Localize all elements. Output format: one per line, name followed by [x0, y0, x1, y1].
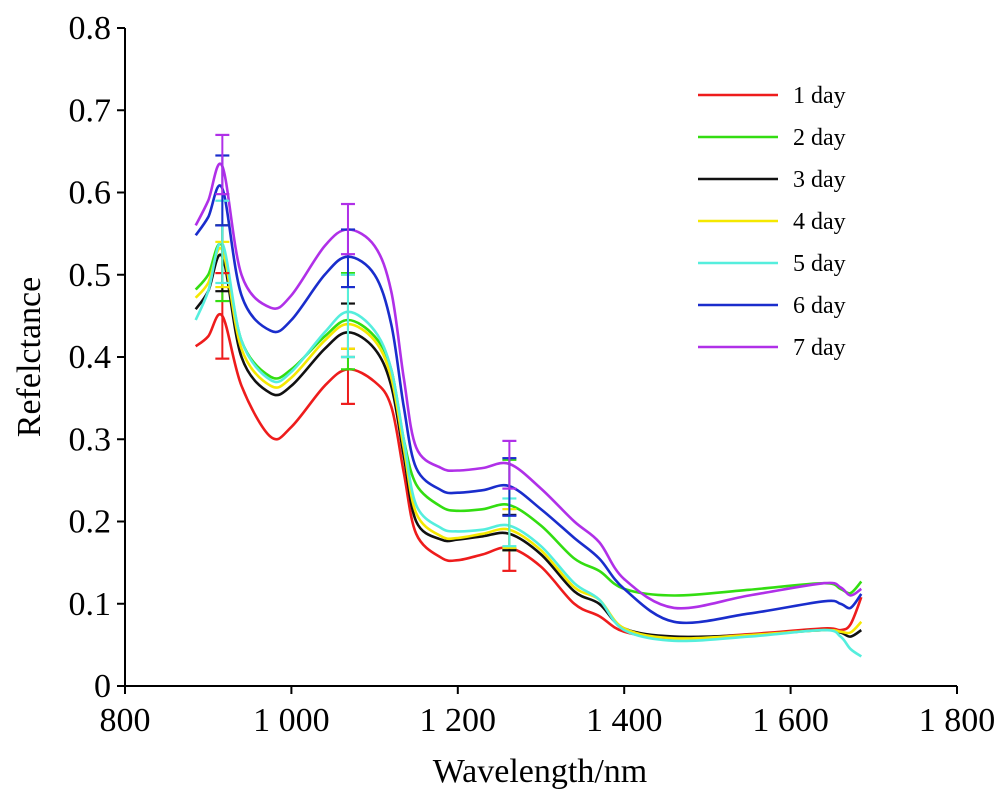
y-tick-label: 0.6: [69, 175, 112, 212]
legend-label: 6 day: [793, 293, 846, 319]
series-line-7-day: [194, 162, 863, 610]
y-tick-label: 0.7: [69, 92, 112, 129]
plot-area: [194, 133, 863, 658]
y-tick-label: 0.5: [69, 257, 112, 294]
series-line-5-day: [194, 241, 863, 658]
series-line-4-day: [194, 246, 863, 640]
x-tick-label: 800: [100, 702, 151, 739]
series-line-2-day: [194, 242, 863, 597]
x-axis-title: Wavelength/nm: [433, 753, 647, 790]
x-tick-label: 1 600: [752, 702, 829, 739]
series-line-6-day: [194, 184, 863, 625]
axes: 0 0.1 0.2 0.3 0.4 0.5 0.6 0.7 0.8 800 1 000 1 200 1 …: [69, 10, 996, 739]
legend-label: 5 day: [793, 251, 846, 277]
y-tick-label: 0.1: [69, 586, 112, 623]
y-tick-label: 0.2: [69, 504, 112, 541]
x-tick-label: 1 800: [919, 702, 996, 739]
x-tick-label: 1 000: [253, 702, 330, 739]
legend-label: 4 day: [793, 209, 846, 235]
y-axis-title: Refelctance: [11, 277, 48, 437]
legend-label: 2 day: [793, 125, 846, 151]
legend-label: 1 day: [793, 83, 846, 109]
y-tick-label: 0.3: [69, 421, 112, 458]
series-line-3-day: [194, 253, 863, 639]
x-tick-label: 1 400: [586, 702, 663, 739]
y-tick-label: 0.4: [69, 339, 112, 376]
y-tick-label: 0: [94, 668, 111, 705]
x-tick-label: 1 200: [420, 702, 497, 739]
y-tick-label: 0.8: [69, 10, 112, 47]
legend: 1 day 2 day 3 day 4 day 5 day 6 day 7 day: [698, 83, 846, 361]
legend-label: 7 day: [793, 335, 846, 361]
legend-label: 3 day: [793, 167, 846, 193]
